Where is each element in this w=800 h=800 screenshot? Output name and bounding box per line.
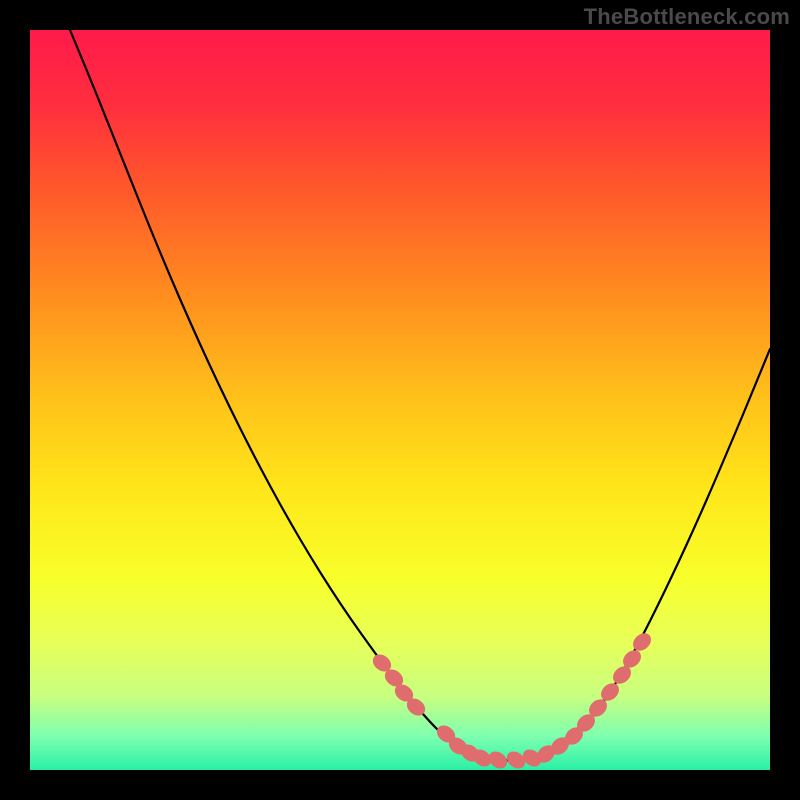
gradient-background xyxy=(30,30,770,770)
watermark-text: TheBottleneck.com xyxy=(584,4,790,30)
chart-frame: TheBottleneck.com xyxy=(0,0,800,800)
plot-area xyxy=(30,30,770,770)
chart-svg xyxy=(30,30,770,770)
